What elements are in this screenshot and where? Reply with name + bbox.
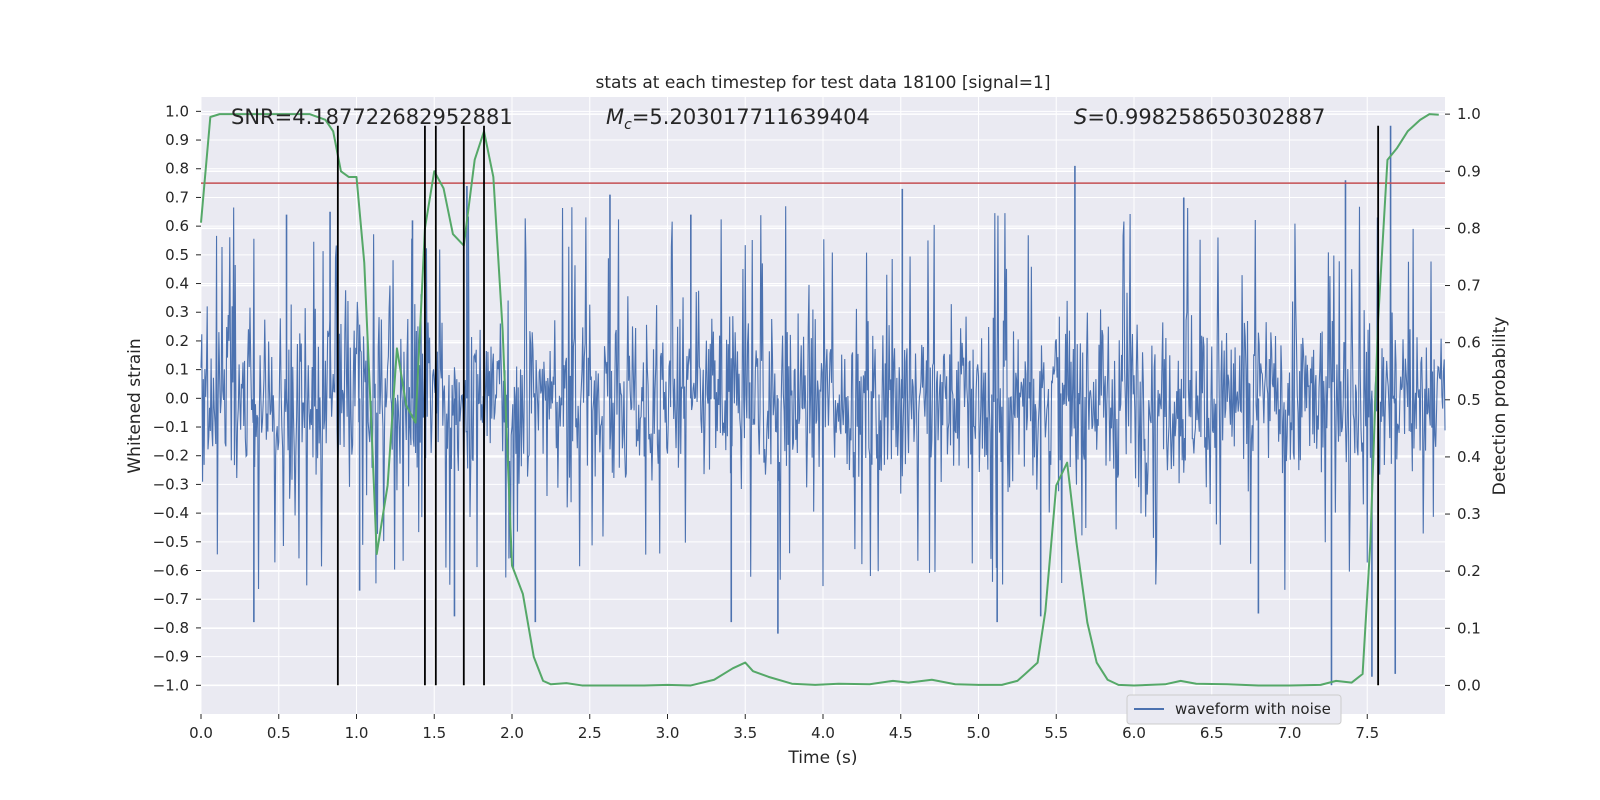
x-tick-label: 7.0: [1278, 724, 1302, 742]
y-left-tick-label: 0.3: [165, 303, 189, 321]
x-tick-label: 2.5: [578, 724, 602, 742]
y-left-tick-label: 0.4: [165, 275, 189, 293]
y-left-tick-label: −0.4: [153, 504, 189, 522]
waveform-line: [200, 206, 1446, 590]
y-left-tick-label: 1.0: [165, 102, 189, 120]
x-tick-label: 7.5: [1355, 724, 1379, 742]
s-symbol: S: [1074, 105, 1087, 129]
y-right-axis-label: Detection probability: [1490, 317, 1510, 496]
y-right-axis-ticks: 1.0 0.9 0.8 0.7 0.6 0.5 0.4 0.3 0.2 0.1 0.0: [1445, 105, 1481, 694]
s-value: =0.998258650302887: [1087, 105, 1325, 129]
y-left-tick-label: −0.3: [153, 475, 189, 493]
x-tick-label: 0.0: [189, 724, 213, 742]
y-left-tick-label: −0.6: [153, 562, 189, 580]
s-annotation: S=0.998258650302887: [1074, 105, 1325, 129]
waveform-series: [200, 125, 1446, 686]
x-axis-label: Time (s): [787, 748, 857, 768]
chirp-mass-subscript: c: [624, 117, 632, 133]
y-right-tick-label: 0.4: [1457, 448, 1481, 466]
y-right-tick-label: 0.9: [1457, 162, 1481, 180]
y-right-tick-label: 0.7: [1457, 277, 1481, 295]
y-left-tick-label: 0.8: [165, 160, 189, 178]
y-right-tick-label: 0.6: [1457, 334, 1481, 352]
y-left-tick-label: 0.5: [165, 246, 189, 264]
y-right-tick-label: 0.3: [1457, 505, 1481, 523]
x-tick-label: 6.5: [1200, 724, 1224, 742]
x-tick-label: 1.0: [345, 724, 369, 742]
probability-line: [200, 113, 1439, 687]
x-tick-label: 3.5: [733, 724, 757, 742]
chirp-mass-symbol: M: [606, 105, 624, 129]
probability-series: [200, 113, 1439, 687]
y-left-tick-label: −1.0: [153, 676, 189, 694]
event-lines: [336, 125, 1380, 686]
y-right-tick-label: 0.1: [1457, 619, 1481, 637]
legend: waveform with noise: [1126, 694, 1342, 725]
y-left-tick-label: −0.1: [153, 418, 189, 436]
y-left-tick-label: −0.7: [153, 590, 189, 608]
chirp-mass-annotation: Mc=5.203017711639404: [606, 105, 870, 133]
chart-title: stats at each timestep for test data 181…: [596, 73, 1051, 93]
y-left-tick-label: −0.5: [153, 533, 189, 551]
x-tick-label: 5.5: [1044, 724, 1068, 742]
y-left-tick-label: −0.2: [153, 447, 189, 465]
y-left-tick-label: −0.8: [153, 619, 189, 637]
y-left-tick-label: 0.1: [165, 361, 189, 379]
snr-annotation: SNR=4.187722682952881: [231, 105, 513, 129]
x-tick-label: 0.5: [267, 724, 291, 742]
x-tick-label: 3.0: [656, 724, 680, 742]
y-left-tick-label: 0.7: [165, 188, 189, 206]
y-left-axis-ticks: 1.0 0.9 0.8 0.7 0.6 0.5 0.4 0.3 0.2 0.1 0.0 −0.1 −0.…: [153, 102, 201, 694]
legend-label: waveform with noise: [1175, 700, 1331, 718]
y-left-tick-label: 0.0: [165, 389, 189, 407]
x-tick-label: 2.0: [500, 724, 524, 742]
y-left-tick-label: −0.9: [153, 648, 189, 666]
y-left-tick-label: 0.6: [165, 217, 189, 235]
y-right-tick-label: 0.2: [1457, 562, 1481, 580]
y-right-tick-label: 1.0: [1457, 105, 1481, 123]
x-tick-label: 1.5: [422, 724, 446, 742]
x-tick-label: 4.5: [889, 724, 913, 742]
chirp-mass-value: =5.203017711639404: [632, 105, 870, 129]
y-left-tick-label: 0.9: [165, 131, 189, 149]
y-right-tick-label: 0.0: [1457, 676, 1481, 694]
y-right-tick-label: 0.5: [1457, 391, 1481, 409]
x-tick-label: 4.0: [811, 724, 835, 742]
x-tick-label: 6.0: [1122, 724, 1146, 742]
legend-box: [1126, 694, 1342, 725]
y-right-tick-label: 0.8: [1457, 219, 1481, 237]
y-left-axis-label: Whitened strain: [125, 338, 145, 473]
x-tick-label: 5.0: [967, 724, 991, 742]
x-axis-ticks: 0.0 0.5 1.0 1.5 2.0 2.5 3.0 3.5 4.0 4.5 5.0 5.5 6.0 6…: [189, 714, 1379, 742]
y-left-tick-label: 0.2: [165, 332, 189, 350]
